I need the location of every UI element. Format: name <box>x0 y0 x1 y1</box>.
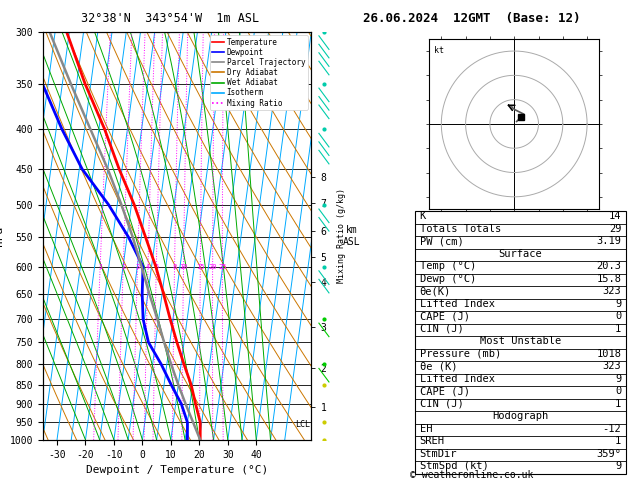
Text: -12: -12 <box>603 424 621 434</box>
Text: 1018: 1018 <box>596 349 621 359</box>
Text: CIN (J): CIN (J) <box>420 399 464 409</box>
Text: 32°38'N  343°54'W  1m ASL: 32°38'N 343°54'W 1m ASL <box>81 12 259 25</box>
Text: SREH: SREH <box>420 436 445 446</box>
Text: 15: 15 <box>196 263 204 270</box>
Text: θe(K): θe(K) <box>420 286 451 296</box>
Text: PW (cm): PW (cm) <box>420 236 464 246</box>
Text: 9: 9 <box>615 374 621 384</box>
Text: StmDir: StmDir <box>420 449 457 459</box>
Text: EH: EH <box>420 424 432 434</box>
Text: CAPE (J): CAPE (J) <box>420 386 469 397</box>
Text: 20.3: 20.3 <box>596 261 621 271</box>
Text: 3.19: 3.19 <box>596 236 621 246</box>
Text: 4: 4 <box>146 263 150 270</box>
Text: kt: kt <box>434 46 444 55</box>
Text: 2: 2 <box>121 263 125 270</box>
Text: 25: 25 <box>218 263 226 270</box>
X-axis label: Dewpoint / Temperature (°C): Dewpoint / Temperature (°C) <box>86 465 268 475</box>
Text: 1: 1 <box>615 324 621 334</box>
Text: CAPE (J): CAPE (J) <box>420 312 469 321</box>
Text: Temp (°C): Temp (°C) <box>420 261 476 271</box>
Text: LCL: LCL <box>296 420 311 430</box>
Text: 26.06.2024  12GMT  (Base: 12): 26.06.2024 12GMT (Base: 12) <box>363 12 581 25</box>
Text: 15.8: 15.8 <box>596 274 621 284</box>
Text: CIN (J): CIN (J) <box>420 324 464 334</box>
Text: StmSpd (kt): StmSpd (kt) <box>420 461 488 471</box>
Text: 0: 0 <box>615 312 621 321</box>
Text: Dewp (°C): Dewp (°C) <box>420 274 476 284</box>
Y-axis label: km
ASL: km ASL <box>342 225 360 246</box>
Text: Mixing Ratio (g/kg): Mixing Ratio (g/kg) <box>337 188 346 283</box>
Text: Most Unstable: Most Unstable <box>480 336 561 347</box>
Text: 1: 1 <box>615 399 621 409</box>
Text: Lifted Index: Lifted Index <box>420 299 494 309</box>
Text: Surface: Surface <box>499 249 542 259</box>
Legend: Temperature, Dewpoint, Parcel Trajectory, Dry Adiabat, Wet Adiabat, Isotherm, Mi: Temperature, Dewpoint, Parcel Trajectory… <box>210 35 308 110</box>
Text: 323: 323 <box>603 286 621 296</box>
Text: © weatheronline.co.uk: © weatheronline.co.uk <box>410 470 533 480</box>
Text: 323: 323 <box>603 362 621 371</box>
Text: θe (K): θe (K) <box>420 362 457 371</box>
Y-axis label: hPa: hPa <box>0 226 4 246</box>
Text: 9: 9 <box>615 299 621 309</box>
Text: 359°: 359° <box>596 449 621 459</box>
Text: 1: 1 <box>98 263 103 270</box>
Text: 10: 10 <box>179 263 187 270</box>
Text: K: K <box>420 211 426 222</box>
Text: 8: 8 <box>172 263 177 270</box>
Text: Totals Totals: Totals Totals <box>420 224 501 234</box>
Text: 1: 1 <box>615 436 621 446</box>
Text: 3: 3 <box>135 263 140 270</box>
Text: Lifted Index: Lifted Index <box>420 374 494 384</box>
Text: 5: 5 <box>154 263 159 270</box>
Text: 29: 29 <box>609 224 621 234</box>
Text: Pressure (mb): Pressure (mb) <box>420 349 501 359</box>
Text: 20: 20 <box>208 263 217 270</box>
Text: 0: 0 <box>615 386 621 397</box>
Text: 14: 14 <box>609 211 621 222</box>
Text: 9: 9 <box>615 461 621 471</box>
Text: Hodograph: Hodograph <box>493 411 548 421</box>
